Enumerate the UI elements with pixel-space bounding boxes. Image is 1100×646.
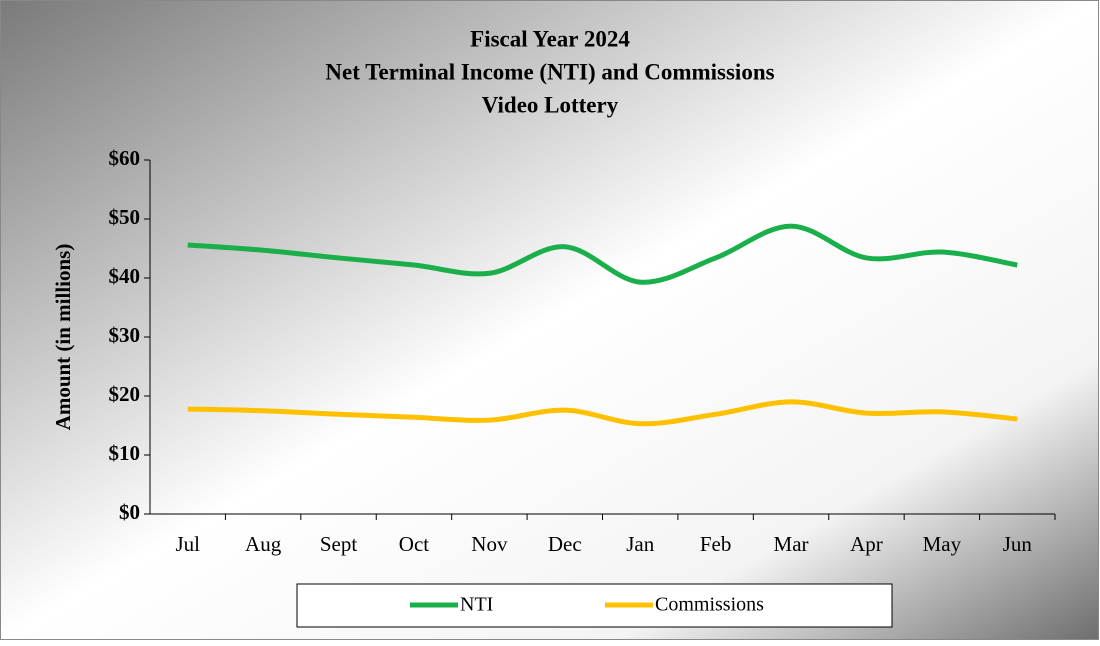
x-tick-label: May [923, 532, 962, 556]
x-tick-label: Jan [626, 532, 654, 556]
series-line [187, 223, 1018, 285]
x-tick-label: Aug [245, 532, 282, 556]
x-tick-label: Jun [1003, 532, 1033, 556]
y-tick-label: $40 [109, 264, 141, 288]
x-tick-label: Apr [850, 532, 883, 556]
x-tick-label: Sept [320, 532, 358, 556]
x-tick-label: Oct [399, 532, 429, 556]
x-tick-label: Nov [471, 532, 508, 556]
chart-title: Video Lottery [482, 92, 619, 117]
x-tick-label: Dec [548, 532, 582, 556]
y-tick-label: $60 [109, 146, 141, 170]
legend-label: NTI [460, 594, 493, 616]
x-tick-label: Feb [700, 532, 732, 556]
y-axis-label: Amount (in millions) [51, 244, 75, 431]
y-tick-label: $0 [119, 500, 140, 524]
y-tick-label: $30 [109, 323, 141, 347]
x-tick-label: Mar [774, 532, 809, 556]
series-line [187, 399, 1018, 427]
y-tick-label: $20 [109, 382, 141, 406]
x-tick-label: Jul [175, 532, 200, 556]
legend-box [296, 583, 893, 628]
y-tick-label: $50 [109, 205, 141, 229]
chart-title: Net Terminal Income (NTI) and Commission… [325, 59, 774, 84]
chart-title: Fiscal Year 2024 [470, 26, 630, 51]
y-tick-label: $10 [109, 441, 141, 465]
legend-label: Commissions [655, 594, 764, 616]
